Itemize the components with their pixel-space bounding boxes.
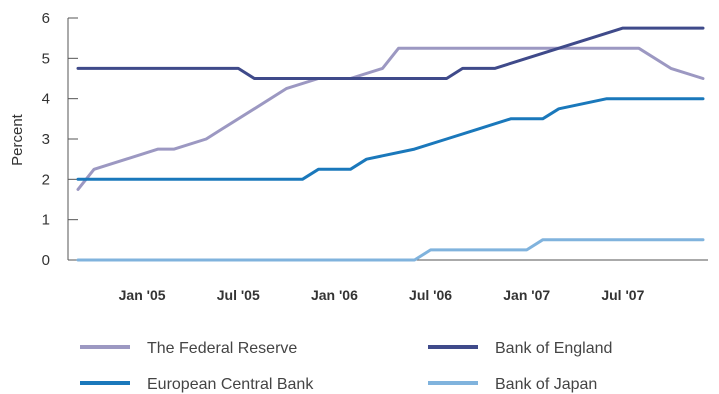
x-tick-label: Jan '05 bbox=[119, 287, 166, 303]
y-tick-label: 2 bbox=[42, 171, 50, 188]
y-axis: 0 1 2 3 4 5 6 bbox=[42, 10, 78, 269]
x-tick-label: Jan '06 bbox=[311, 287, 358, 303]
series-line-bank-of-england bbox=[76, 26, 705, 80]
legend: The Federal Reserve Bank of England Europe… bbox=[80, 340, 612, 393]
series-line-bank-of-japan bbox=[76, 238, 705, 262]
y-tick-label: 3 bbox=[42, 131, 50, 148]
y-tick-label: 0 bbox=[42, 252, 50, 269]
x-tick-label: Jul '06 bbox=[409, 287, 452, 303]
x-tick-label: Jul '07 bbox=[601, 287, 644, 303]
series-line-the-federal-reserve bbox=[76, 46, 705, 191]
x-tick-label: Jul '05 bbox=[217, 287, 260, 303]
series-line-european-central-bank bbox=[76, 97, 705, 181]
x-axis: Jan '05 Jul '05 Jan '06 Jul '06 Jan '07 Jul '… bbox=[68, 259, 708, 303]
y-tick-label: 1 bbox=[42, 212, 50, 229]
legend-bank-of-england-label: Bank of England bbox=[495, 340, 612, 357]
x-tick-label: Jan '07 bbox=[503, 287, 550, 303]
legend-the-federal-reserve-label: The Federal Reserve bbox=[147, 340, 297, 357]
legend-european-central-bank-label: European Central Bank bbox=[147, 376, 314, 393]
series-lines bbox=[76, 26, 705, 262]
y-tick-label: 4 bbox=[42, 91, 50, 108]
y-axis-label: Percent bbox=[9, 113, 26, 166]
y-tick-label: 6 bbox=[42, 10, 50, 27]
y-tick-label: 5 bbox=[42, 50, 50, 67]
legend-bank-of-japan-label: Bank of Japan bbox=[495, 376, 597, 393]
